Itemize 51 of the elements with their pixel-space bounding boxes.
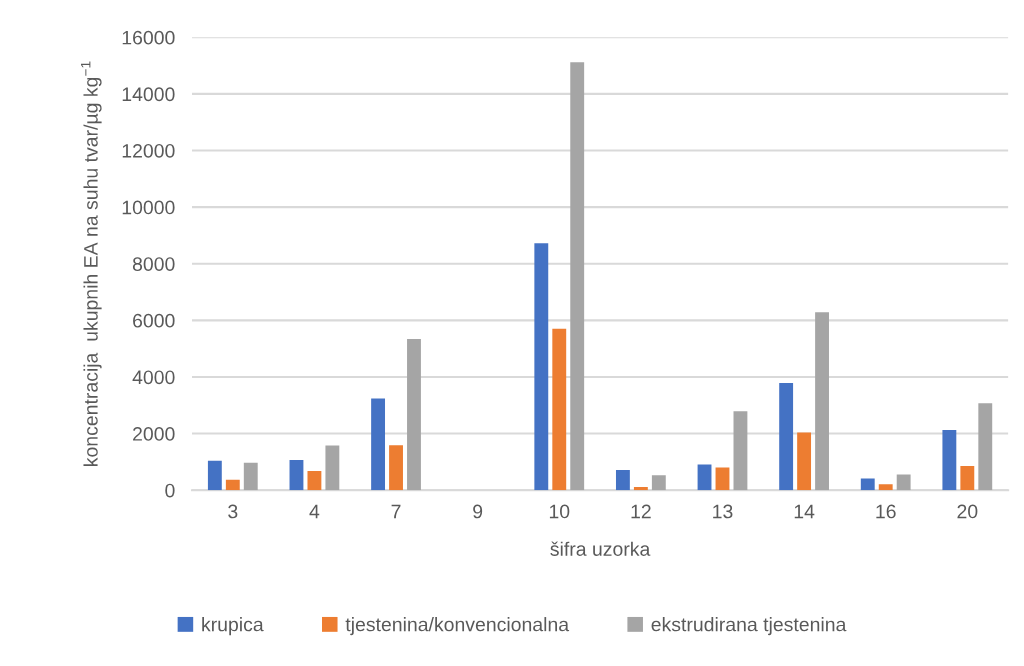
bar [552, 328, 567, 491]
bar [779, 382, 794, 491]
y-tick-label: 0 [165, 483, 175, 498]
bar [797, 432, 812, 491]
y-tick-label: 8000 [132, 257, 175, 271]
bar [289, 459, 304, 491]
x-tick-label: 10 [549, 504, 570, 519]
bar [942, 429, 957, 491]
bar [615, 470, 630, 491]
bar [715, 467, 730, 491]
bar [697, 464, 712, 491]
x-tick-label: 12 [631, 504, 651, 519]
bar [534, 243, 549, 491]
bar [207, 460, 222, 491]
bar [389, 445, 403, 491]
bar [651, 475, 666, 491]
bar [225, 479, 240, 491]
bar [633, 487, 648, 491]
bar [371, 398, 386, 491]
x-tick-label: 13 [713, 504, 733, 519]
bar [860, 478, 875, 491]
x-tick-label: 3 [228, 504, 238, 519]
y-tick-label: 6000 [133, 313, 175, 328]
y-tick-label: 2000 [133, 427, 175, 441]
bar [815, 312, 829, 491]
x-axis-title: šifra uzorka [550, 541, 651, 556]
x-tick-label: 14 [794, 504, 815, 519]
x-tick-label: 16 [876, 504, 896, 519]
y-tick-label: 12000 [122, 143, 175, 158]
bar [570, 62, 585, 491]
y-axis-title: koncentracija ukupnih EA na suhu tvar/µg kg$^{−1}$ [81, 61, 102, 466]
bar [307, 470, 322, 491]
x-tick-label: 20 [957, 504, 978, 519]
bar [896, 474, 911, 491]
x-tick-label: 9 [473, 504, 483, 519]
legend-label: tjestenina/konvencionalna [345, 617, 570, 636]
y-tick-label: 14000 [122, 87, 175, 102]
bar [407, 339, 421, 491]
x-tick-label: 7 [391, 504, 401, 519]
bar [325, 445, 340, 491]
y-tick-label: 10000 [122, 200, 175, 215]
y-tick-label: 16000 [122, 30, 175, 45]
legend-label: ekstrudirana tjestenina [651, 617, 847, 636]
legend-label: krupica [202, 617, 264, 636]
bar [878, 484, 893, 491]
bar [733, 411, 748, 491]
bar [243, 462, 258, 491]
bar [960, 466, 975, 491]
y-tick-label: 4000 [132, 370, 175, 385]
x-tick-label: 4 [309, 504, 320, 519]
bar [978, 403, 993, 491]
